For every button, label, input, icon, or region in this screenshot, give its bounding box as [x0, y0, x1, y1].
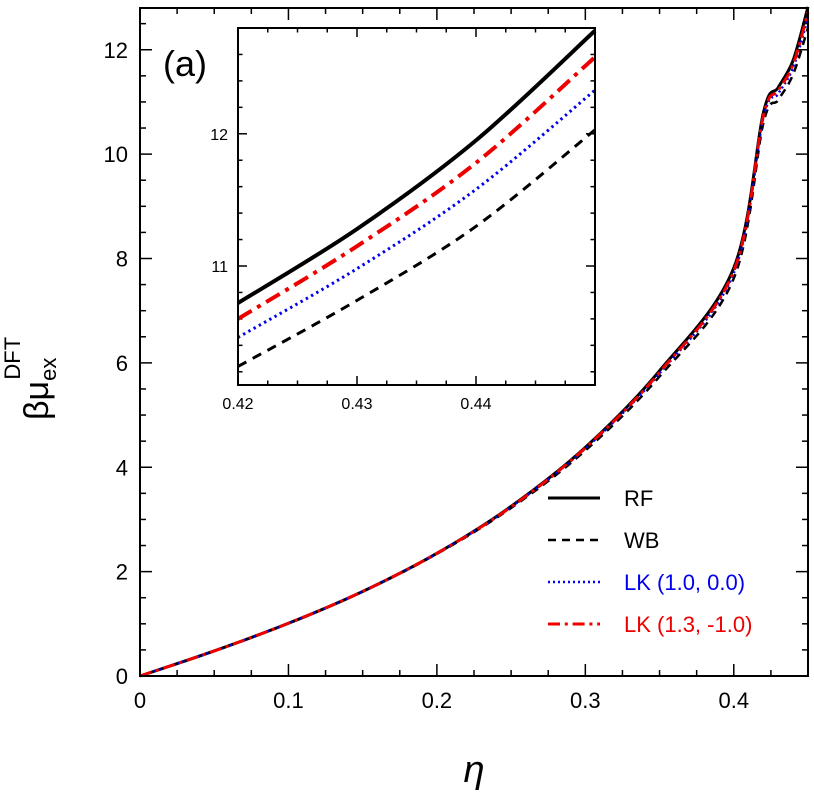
inset-axes-frame [237, 27, 596, 386]
y-axis-label-sub: ex [36, 358, 61, 381]
inset-y-tick-label: 11 [211, 259, 228, 276]
main-series-line [139, 11, 810, 678]
inset-tick-labels: 0.42 0.43 0.44 11 12 [210, 127, 491, 413]
y-axis-label-sup: DFT [0, 337, 25, 380]
panel-label: (a) [163, 43, 207, 84]
y-axis-label-main: βμ [18, 381, 56, 420]
main-y-tick-label: 6 [116, 351, 128, 376]
x-axis-label: η [463, 749, 484, 791]
legend-label: LK (1.3, -1.0) [624, 612, 752, 637]
main-y-tick-label: 2 [116, 560, 128, 585]
main-series [139, 6, 810, 678]
legend: RF WB LK (1.0, 0.0) LK (1.3, -1.0) [548, 486, 752, 637]
main-x-tick-label: 0.1 [273, 688, 304, 713]
inset-x-tick-label: 0.43 [341, 396, 372, 413]
main-series-line [139, 27, 810, 678]
main-x-tick-label: 0 [134, 688, 146, 713]
y-axis-label: βμex DFT [0, 337, 61, 420]
inset-x-tick-label: 0.44 [460, 396, 491, 413]
legend-label: LK (1.0, 0.0) [624, 570, 745, 595]
main-y-tick-label: 8 [116, 247, 128, 272]
inset-series [236, 29, 597, 368]
legend-label: WB [624, 528, 659, 553]
inset-series-line [237, 88, 596, 339]
main-axes-frame [139, 7, 809, 677]
inset-series-line [236, 55, 597, 321]
inset-series-line [236, 29, 597, 305]
main-y-tick-label: 10 [104, 142, 128, 167]
main-tick-labels: 0 0.1 0.2 0.3 0.4 0 2 4 6 8 10 12 [104, 38, 750, 713]
inset-x-tick-label: 0.42 [222, 396, 253, 413]
main-x-tick-label: 0.3 [570, 688, 601, 713]
main-y-tick-label: 12 [104, 38, 128, 63]
main-y-tick-label: 0 [116, 664, 128, 689]
inset-y-tick-label: 12 [210, 127, 228, 144]
main-x-tick-label: 0.4 [718, 688, 749, 713]
main-x-tick-label: 0.2 [422, 688, 453, 713]
main-y-tick-label: 4 [116, 455, 128, 480]
legend-label: RF [624, 486, 653, 511]
inset-series-line [237, 128, 596, 368]
